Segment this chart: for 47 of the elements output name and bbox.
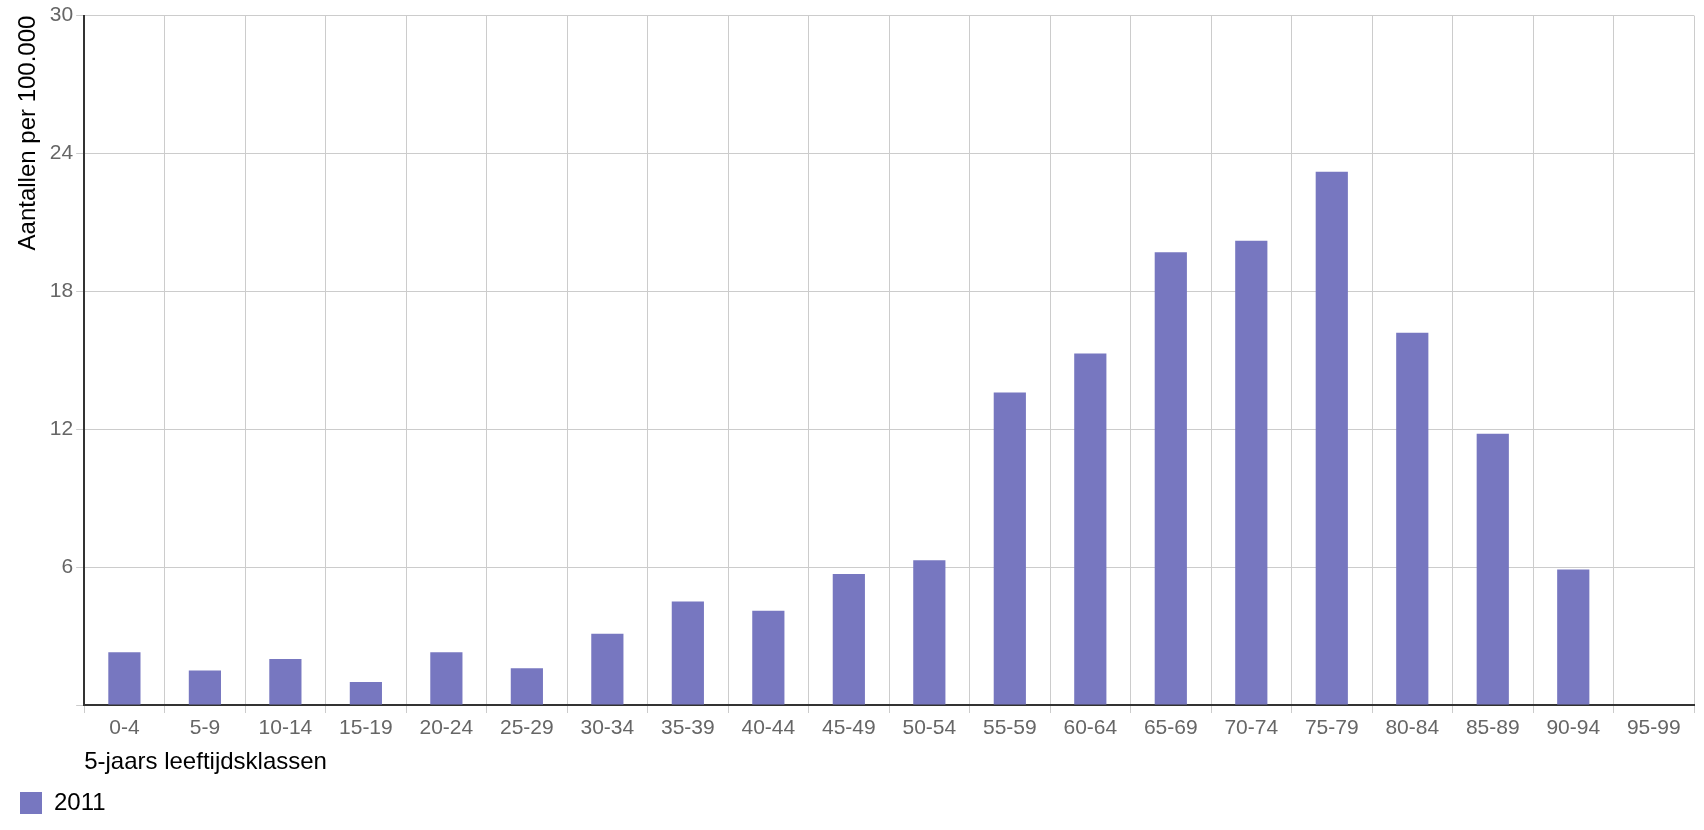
x-tick-label: 75-79 [1304,715,1359,739]
bar [1557,569,1590,705]
bar [1396,332,1429,705]
y-tick-label: 30 [49,2,74,26]
x-tick-label: 0-4 [109,715,140,739]
x-tick-label: 35-39 [660,715,715,739]
x-tick-label: 95-99 [1626,715,1681,739]
x-tick-label: 20-24 [419,715,474,739]
bar [591,633,624,705]
x-tick-label: 30-34 [580,715,635,739]
x-tick-label: 55-59 [982,715,1037,739]
x-tick-label: 40-44 [741,715,796,739]
x-tick-label: 90-94 [1546,715,1601,739]
bar [671,601,704,705]
bar [993,392,1026,705]
y-axis-title: Aantallen per 100.000 [13,15,41,251]
bar [1235,240,1268,705]
bar [510,668,543,705]
bar [913,560,946,705]
bar [1154,252,1187,705]
bar [188,670,221,705]
x-tick-label: 60-64 [1063,715,1118,739]
x-tick-label: 15-19 [339,715,393,739]
bar [832,574,865,705]
x-tick-label: 70-74 [1224,715,1279,739]
x-tick-label: 80-84 [1385,715,1440,739]
legend-label: 2011 [54,787,106,815]
bar [269,659,302,705]
bar [108,652,141,705]
y-tick-label: 12 [49,416,74,440]
x-tick-label: 65-69 [1143,715,1198,739]
y-tick-label: 6 [61,553,74,577]
y-tick-label: 18 [49,278,74,302]
x-tick-label: 85-89 [1465,715,1520,739]
x-tick-label: 10-14 [258,715,313,739]
bar [430,652,463,705]
x-axis-title: 5-jaars leeftijdsklassen [84,747,327,775]
x-tick-label: 45-49 [821,715,876,739]
x-tick-label: 50-54 [902,715,957,739]
y-tick-label: 24 [49,140,74,164]
bar [752,610,785,705]
bar [1074,353,1107,705]
bar [1315,171,1348,705]
bar [349,682,382,705]
x-tick-label: 25-29 [500,715,554,739]
x-tick-label: 5-9 [189,715,221,739]
bar [1476,433,1509,705]
